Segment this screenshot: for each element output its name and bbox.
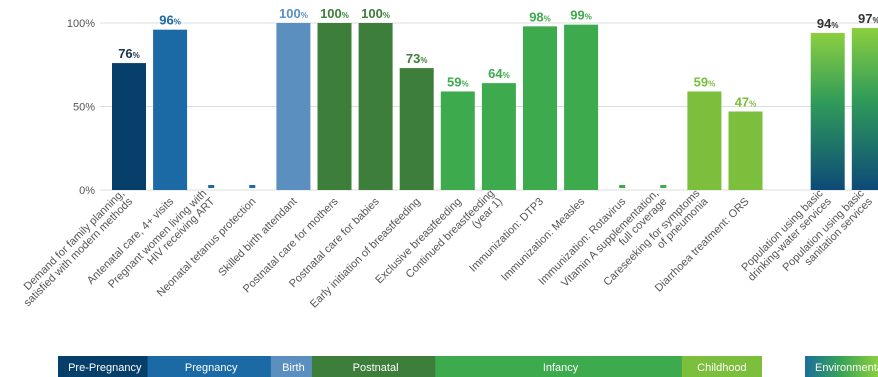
- value-number: 73: [406, 51, 420, 66]
- category-label: Skilled birth attendant: [216, 196, 299, 279]
- bar-careseeking-for-symptoms-of-pneumonia: [687, 91, 722, 190]
- stage-label: Pregnancy: [185, 362, 238, 374]
- value-label: 100%: [361, 6, 390, 21]
- stage-band-pre-pregnancy: [58, 356, 152, 377]
- value-number: 96: [159, 13, 173, 28]
- percent-sign: %: [420, 56, 427, 65]
- percent-sign: %: [301, 11, 308, 20]
- stage-band-environmental: [805, 356, 878, 377]
- percent-sign: %: [133, 51, 140, 60]
- bar-diarrhoea-treatment-ors: [728, 111, 763, 190]
- percent-sign: %: [831, 21, 838, 30]
- value-number: 59: [694, 74, 708, 89]
- value-number: 64: [488, 66, 503, 81]
- value-label: 76%: [118, 46, 140, 61]
- value-number: 47: [735, 95, 749, 110]
- value-label: 59%: [694, 74, 716, 89]
- percent-sign: %: [708, 79, 715, 88]
- stage-band-pregnancy: [147, 356, 275, 377]
- value-number: 100: [320, 6, 342, 21]
- stage-label: Environmental: [815, 362, 878, 374]
- stage-label: Pre-Pregnancy: [68, 362, 142, 374]
- value-number: 100: [279, 6, 301, 21]
- bar-early-initiation-of-breastfeeding: [399, 68, 434, 190]
- bar-postnatal-care-for-babies: [358, 23, 393, 190]
- percent-sign: %: [174, 18, 181, 27]
- value-label: 94%: [817, 16, 839, 31]
- bar-skilled-birth-attendant: [276, 23, 311, 190]
- percent-sign: %: [544, 14, 551, 23]
- bar-immunization-dtp3: [523, 26, 557, 191]
- stage-label: Postnatal: [353, 362, 399, 374]
- percent-sign: %: [872, 16, 878, 25]
- y-tick-label: 0%: [79, 185, 95, 197]
- y-tick-label: 100%: [67, 18, 95, 30]
- value-label: 100%: [279, 6, 308, 21]
- value-number: 98: [529, 9, 543, 24]
- value-number: 59: [447, 74, 461, 89]
- percent-sign: %: [383, 11, 390, 20]
- value-label: 99%: [570, 8, 592, 23]
- value-number: 99: [570, 8, 584, 23]
- value-number: 76: [118, 46, 132, 61]
- category-label-line: Skilled birth attendant: [216, 196, 299, 279]
- stage-label: Birth: [282, 362, 305, 374]
- value-label: 47%: [735, 95, 757, 110]
- percent-sign: %: [749, 100, 756, 109]
- bar-antenatal-care-4-visits: [153, 29, 188, 191]
- value-number: 100: [361, 6, 383, 21]
- stage-band-childhood: [681, 356, 762, 377]
- percent-sign: %: [585, 13, 592, 22]
- stage-band-birth: [270, 356, 316, 377]
- bar-population-using-basic-sanitation-services: [851, 28, 878, 191]
- bar-immunization-measles: [564, 24, 599, 191]
- bar-demand-for-family-planning-satisfied-with-modern-methods: [112, 63, 146, 190]
- bar-continued-breastfeeding-year-1: [481, 83, 516, 190]
- y-tick-label: 50%: [73, 102, 95, 114]
- bar-population-using-basic-drinking-water-services: [810, 33, 845, 190]
- value-number: 94: [817, 16, 832, 31]
- percent-sign: %: [503, 71, 510, 80]
- stage-label: Infancy: [543, 362, 579, 374]
- value-label: 100%: [320, 6, 349, 21]
- no-data-marker: [208, 185, 215, 188]
- bar-postnatal-care-for-mothers: [317, 23, 352, 190]
- value-label: 97%: [858, 11, 878, 26]
- percent-sign: %: [342, 11, 349, 20]
- stage-band-infancy: [435, 356, 686, 377]
- value-label: 98%: [529, 9, 551, 24]
- value-number: 97: [858, 11, 872, 26]
- value-label: 59%: [447, 74, 469, 89]
- value-label: 73%: [406, 51, 428, 66]
- no-data-marker: [249, 185, 256, 188]
- no-data-marker: [660, 185, 667, 188]
- value-label: 64%: [488, 66, 510, 81]
- bar-exclusive-breastfeeding: [440, 91, 475, 190]
- stage-label: Childhood: [697, 362, 747, 374]
- percent-sign: %: [461, 79, 468, 88]
- stage-band-postnatal: [311, 356, 440, 377]
- value-label: 96%: [159, 13, 181, 28]
- no-data-marker: [619, 185, 626, 188]
